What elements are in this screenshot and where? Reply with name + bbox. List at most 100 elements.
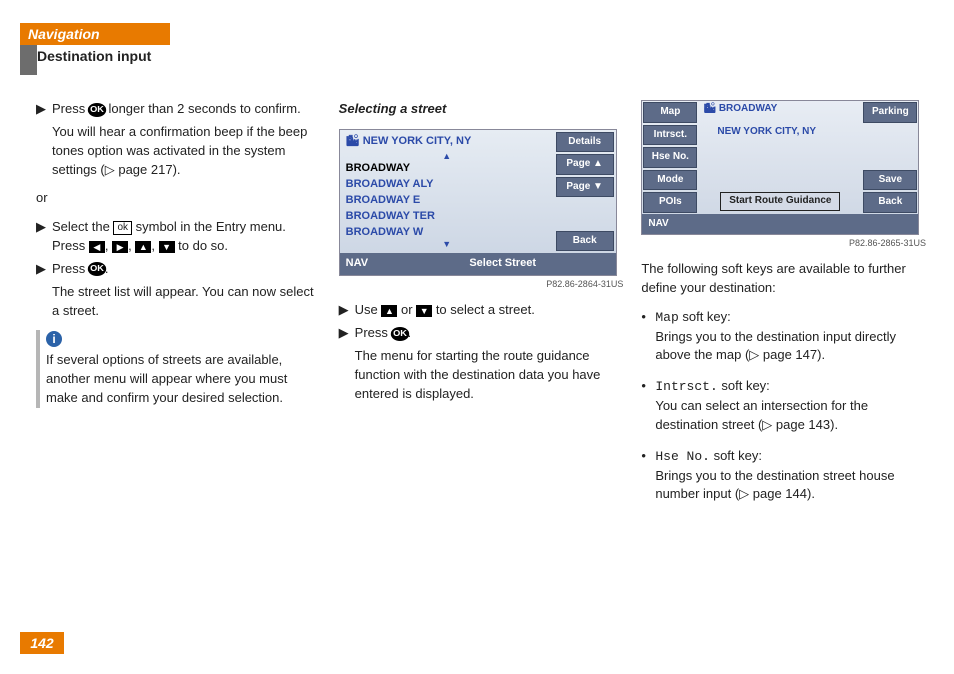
info-icon: i [46,331,62,347]
text: longer than 2 seconds to confirm. [105,101,301,116]
bullet-icon: ▶ [36,100,52,119]
nav-footer: NAV [642,214,918,235]
column-2: Selecting a street 🏙 NEW YORK CITY, NY ▲… [339,100,624,610]
softkey-back[interactable]: Back [556,231,614,252]
column-1: ▶ Press OK longer than 2 seconds to conf… [36,100,321,610]
softkey-mode[interactable]: Mode [643,170,697,191]
softkey-map[interactable]: Map [643,102,697,123]
text: Brings you to the destination input dire… [655,329,896,363]
up-arrow-icon: ▲ [381,305,397,317]
paragraph: The following soft keys are available to… [641,260,926,298]
bullet-text: Press OK. [52,260,321,279]
softkey-name: Hse No. [655,449,710,464]
dest-line2: NEW YORK CITY, NY [699,125,861,146]
bullet-dot: • [641,447,655,505]
list-item: • Map soft key: Brings you to the destin… [641,308,926,366]
bullet-text: Select the ok symbol in the Entry menu. … [52,218,321,256]
ok-button-icon: OK [88,262,106,276]
street-option: BROADWAY E [346,193,548,209]
column-3: Map 🏙 BROADWAY Parking Intrsct. NEW YORK… [641,100,926,610]
street-option: BROADWAY ALY [346,177,548,193]
list-item: ▶ Press OK. [339,324,624,343]
bullet-text: Intrsct. soft key: You can select an int… [655,377,926,435]
bullet-text: Use ▲ or ▼ to select a street. [355,301,624,320]
selected-street: BROADWAY [346,161,548,177]
text: Brings you to the destination street hou… [655,468,894,502]
info-block: i If several options of streets are avai… [36,330,321,408]
content-columns: ▶ Press OK longer than 2 seconds to conf… [36,100,926,610]
text: Press [52,101,89,116]
list-item: ▶ Use ▲ or ▼ to select a street. [339,301,624,320]
street-option: BROADWAY TER [346,209,548,225]
text: or [397,302,416,317]
ok-box-icon: ok [113,221,132,235]
text: to do so. [175,238,228,253]
bullet-icon: ▶ [339,301,355,320]
bullet-text: Map soft key: Brings you to the destinat… [655,308,926,366]
street-list-area: 🏙 NEW YORK CITY, NY ▲ BROADWAY BROADWAY … [340,130,554,254]
bullet-text: Hse No. soft key: Brings you to the dest… [655,447,926,505]
nav-footer: NAV Select Street [340,253,616,275]
city-label: 🏙 NEW YORK CITY, NY [346,134,548,150]
list-item: • Hse No. soft key: Brings you to the de… [641,447,926,505]
text: You can select an intersection for the d… [655,398,868,432]
start-route-button[interactable]: Start Route Guidance [720,192,840,211]
paragraph: The menu for starting the route guidance… [355,347,624,404]
ok-button-icon: OK [390,327,408,341]
down-arrow-icon: ▼ [159,241,175,253]
list-item: • Intrsct. soft key: You can select an i… [641,377,926,435]
nav-label: NAV [346,256,396,272]
subsection-heading: Selecting a street [339,100,624,119]
info-text: If several options of streets are availa… [46,351,321,408]
street-option: BROADWAY W [346,225,548,241]
or-text: or [36,189,321,208]
scroll-down-icon: ▼ [346,240,548,249]
softkey-page-up[interactable]: Page ▲ [556,154,614,175]
softkey-pois[interactable]: POIs [643,192,697,213]
list-item: ▶ Press OK. [36,260,321,279]
softkey-intrsct[interactable]: Intrsct. [643,125,697,146]
figure-ref: P82.86-2865-31US [641,237,926,250]
bullet-dot: • [641,377,655,435]
text: Use [355,302,382,317]
bullet-icon: ▶ [36,218,52,256]
nav-screenshot-route-guidance: Map 🏙 BROADWAY Parking Intrsct. NEW YORK… [641,100,919,235]
bullet-dot: • [641,308,655,366]
section-tab: Navigation [20,23,170,45]
down-arrow-icon: ▼ [416,305,432,317]
text: Select the [52,219,113,234]
softkey-hseno[interactable]: Hse No. [643,147,697,168]
text: Press [52,261,89,276]
list-item: ▶ Select the ok symbol in the Entry menu… [36,218,321,256]
scroll-up-icon: ▲ [346,152,548,161]
left-arrow-icon: ◀ [89,241,105,253]
softkey-name: Intrsct. [655,379,717,394]
softkey-name: Map [655,310,678,325]
text: soft key: [679,309,731,324]
softkey-column: Details Page ▲ Page ▼ Back [554,130,616,254]
text: to select a street. [432,302,535,317]
paragraph: The street list will appear. You can now… [52,283,321,321]
nav-title: Select Street [396,256,610,272]
page-number: 142 [20,632,64,654]
up-arrow-icon: ▲ [135,241,151,253]
softkey-parking[interactable]: Parking [863,102,917,123]
info-bar [36,330,40,408]
softkey-details[interactable]: Details [556,132,614,153]
dest-line1: 🏙 BROADWAY [699,102,861,123]
text: soft key: [718,378,770,393]
softkey-save[interactable]: Save [863,170,917,191]
softkey-page-down[interactable]: Page ▼ [556,177,614,198]
list-item: ▶ Press OK longer than 2 seconds to conf… [36,100,321,119]
sub-heading: Destination input [37,48,151,64]
page: Navigation Destination input ▶ Press OK … [0,0,954,674]
bullet-text: Press OK. [355,324,624,343]
text: Press [355,325,392,340]
softkey-back[interactable]: Back [863,192,917,213]
ok-button-icon: OK [88,103,106,117]
right-arrow-icon: ▶ [112,241,128,253]
paragraph: You will hear a confirmation beep if the… [52,123,321,180]
bullet-icon: ▶ [36,260,52,279]
bullet-text: Press OK longer than 2 seconds to confir… [52,100,321,119]
figure-ref: P82.86-2864-31US [339,278,624,291]
